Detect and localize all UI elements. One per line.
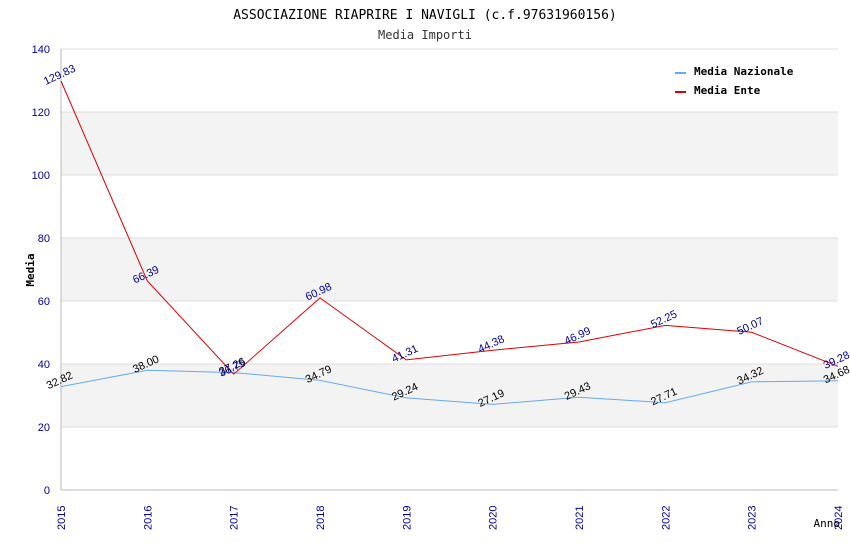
legend-item-media-ente: Media Ente [675,84,761,97]
y-tick-label: 40 [38,359,50,371]
x-tick-label: 2019 [401,506,413,530]
axes [60,49,838,491]
series-layer [60,80,839,405]
y-axis-label: Media [24,253,37,286]
y-tick-label: 100 [32,170,50,182]
legend-item-media-nazionale: Media Nazionale [675,65,794,78]
legend-label-media-nazionale: Media Nazionale [694,65,794,78]
x-tick-label: 2020 [488,506,500,530]
y-tick-label: 0 [44,485,50,497]
x-tick-label: 2024 [833,506,845,530]
chart-title: ASSOCIAZIONE RIAPRIRE I NAVIGLI (c.f.976… [233,8,617,23]
data-label: 52.25 [649,308,679,331]
plot-band [61,238,838,301]
plot-band [61,112,838,175]
y-tick-label: 140 [32,44,50,56]
data-label: 41.31 [390,343,420,366]
data-label: 50.07 [735,315,765,338]
plot-bands [61,112,838,427]
y-tick-label: 120 [32,107,50,119]
series-line-media-ente [60,80,839,375]
x-tick-label: 2023 [747,506,759,530]
grid-lines [61,48,838,491]
x-axis-label: Anno [814,517,841,530]
legend-label-media-ente: Media Ente [694,84,761,97]
data-label: 46.99 [563,325,593,348]
x-tick-label: 2021 [574,506,586,530]
y-tick-label: 80 [38,233,50,245]
series-line-media-nazionale [60,369,839,405]
plot-band [61,364,838,427]
x-tick-labels: 2015 2016 2017 2018 2019 2020 2021 2022 2023 2024 [56,506,845,530]
x-tick-label: 2016 [142,506,154,530]
legend: Media Nazionale Media Ente [675,65,794,97]
x-tick-label: 2017 [229,506,241,530]
x-tick-label: 2018 [315,506,327,530]
x-tick-label: 2015 [56,506,68,530]
data-label: 44.38 [476,333,506,356]
x-tick-label: 2022 [660,506,672,530]
data-label: 129.83 [42,63,78,88]
y-tick-label: 60 [38,296,50,308]
y-tick-label: 20 [38,422,50,434]
y-tick-labels: 0 20 40 60 80 100 120 140 [32,44,50,497]
chart-subtitle: Media Importi [378,28,472,42]
